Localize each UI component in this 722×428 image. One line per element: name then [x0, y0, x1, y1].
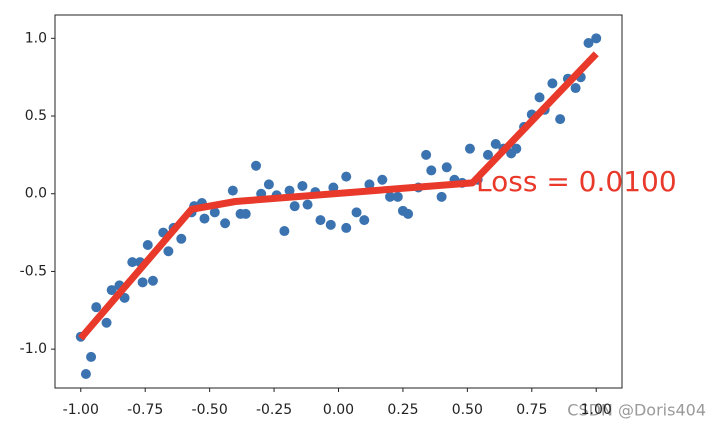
scatter-point	[364, 179, 375, 190]
y-tick-label: 1.0	[25, 30, 47, 46]
scatter-point	[302, 199, 313, 210]
annotation: Loss = 0.0100	[476, 165, 677, 198]
scatter-point	[227, 185, 238, 196]
x-tick-label: 1.00	[581, 402, 612, 418]
scatter-point	[199, 213, 210, 224]
scatter-point	[490, 138, 501, 149]
scatter-point	[279, 226, 290, 237]
x-tick-label: -0.50	[192, 402, 228, 418]
scatter-point	[359, 215, 370, 226]
scatter-point	[583, 37, 594, 48]
scatter-point	[464, 143, 475, 154]
x-tick-label: 0.75	[516, 402, 547, 418]
scatter-point	[127, 257, 138, 268]
x-tick-label: 0.00	[323, 402, 354, 418]
scatter-point	[534, 92, 545, 103]
scatter-point	[403, 208, 414, 219]
scatter-point	[377, 174, 388, 185]
plot-frame	[54, 14, 623, 389]
scatter-point	[591, 33, 602, 44]
scatter-point	[341, 171, 352, 182]
scatter-point	[251, 160, 262, 171]
scatter-point	[220, 218, 231, 229]
scatter-point	[86, 351, 97, 362]
scatter-point	[315, 215, 326, 226]
scatter-point	[137, 277, 148, 288]
scatter-point	[436, 191, 447, 202]
scatter-point	[176, 233, 187, 244]
scatter-point	[351, 207, 362, 218]
scatter-point	[426, 165, 437, 176]
scatter-point	[101, 317, 112, 328]
watermark: CSDN @Doris404	[567, 401, 706, 420]
scatter-point	[570, 83, 581, 94]
scatter-point	[482, 149, 493, 160]
scatter-point	[547, 78, 558, 89]
scatter-point	[209, 207, 220, 218]
scatter-point	[163, 246, 174, 257]
y-tick-label: -1.0	[20, 341, 47, 357]
x-tick-label: -0.25	[256, 402, 292, 418]
scatter-point	[328, 182, 339, 193]
scatter-point	[421, 149, 432, 160]
scatter-point	[341, 222, 352, 233]
scatter-point	[289, 201, 300, 212]
scatter-point	[240, 208, 251, 219]
scatter-point	[80, 369, 91, 380]
x-tick-label: -1.00	[63, 402, 99, 418]
scatter-point	[385, 191, 396, 202]
x-tick-label: -0.75	[127, 402, 163, 418]
scatter-point	[392, 191, 403, 202]
scatter-point	[441, 162, 452, 173]
scatter-point	[511, 143, 522, 154]
y-tick-label: 0.5	[25, 108, 47, 124]
fit-line	[78, 51, 599, 341]
scatter-point	[297, 180, 308, 191]
x-tick-label: 0.50	[452, 402, 483, 418]
scatter-point	[284, 185, 295, 196]
scatter-point	[555, 114, 566, 125]
x-tick-label: 0.25	[387, 402, 418, 418]
scatter-point	[147, 275, 158, 286]
scatter-point	[142, 240, 153, 251]
scatter-point	[106, 285, 117, 296]
scatter-point	[91, 302, 102, 313]
scatter-point	[263, 179, 274, 190]
y-tick-label: 0.0	[25, 186, 47, 202]
scatter-point	[325, 219, 336, 230]
y-tick-label: -0.5	[20, 263, 47, 279]
